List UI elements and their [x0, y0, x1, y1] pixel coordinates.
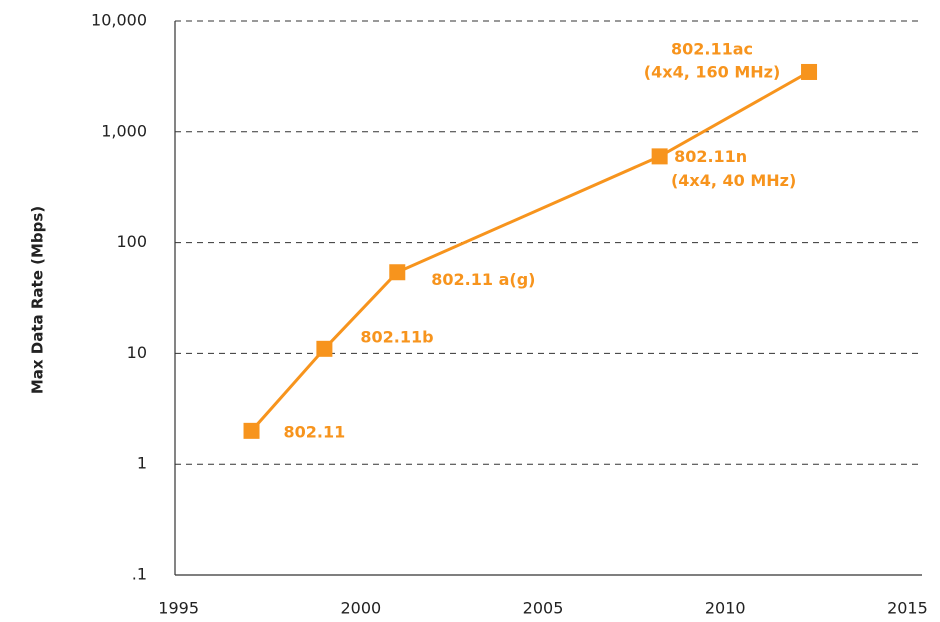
- data-point: [389, 264, 406, 281]
- data-point: [651, 148, 668, 165]
- point-label: 802.11 a(g): [431, 270, 535, 289]
- y-tick-label: 1: [137, 454, 147, 473]
- data-point: [243, 422, 260, 439]
- data-point: [801, 63, 818, 80]
- y-tick-label: 1,000: [101, 121, 147, 140]
- x-tick-label: 2000: [340, 599, 381, 618]
- point-label: 802.11ac: [671, 39, 753, 58]
- point-label: 802.11n: [674, 147, 747, 166]
- y-axis-label: Max Data Rate (Mbps): [29, 206, 47, 394]
- point-label: (4x4, 160 MHz): [644, 62, 780, 81]
- point-label: 802.11b: [360, 327, 433, 346]
- y-tick-label: .1: [132, 565, 147, 584]
- data-point: [316, 340, 333, 357]
- y-tick-label: 10: [127, 343, 147, 362]
- y-tick-label: 10,000: [91, 11, 147, 30]
- point-label: 802.11: [284, 422, 346, 441]
- x-tick-label: 2005: [523, 599, 564, 618]
- x-tick-label: 2015: [887, 599, 928, 618]
- data-line: [250, 70, 810, 432]
- y-tick-label: 100: [116, 232, 147, 251]
- x-tick-label: 2010: [705, 599, 746, 618]
- point-label: (4x4, 40 MHz): [671, 171, 796, 190]
- x-tick-label: 1995: [158, 599, 199, 618]
